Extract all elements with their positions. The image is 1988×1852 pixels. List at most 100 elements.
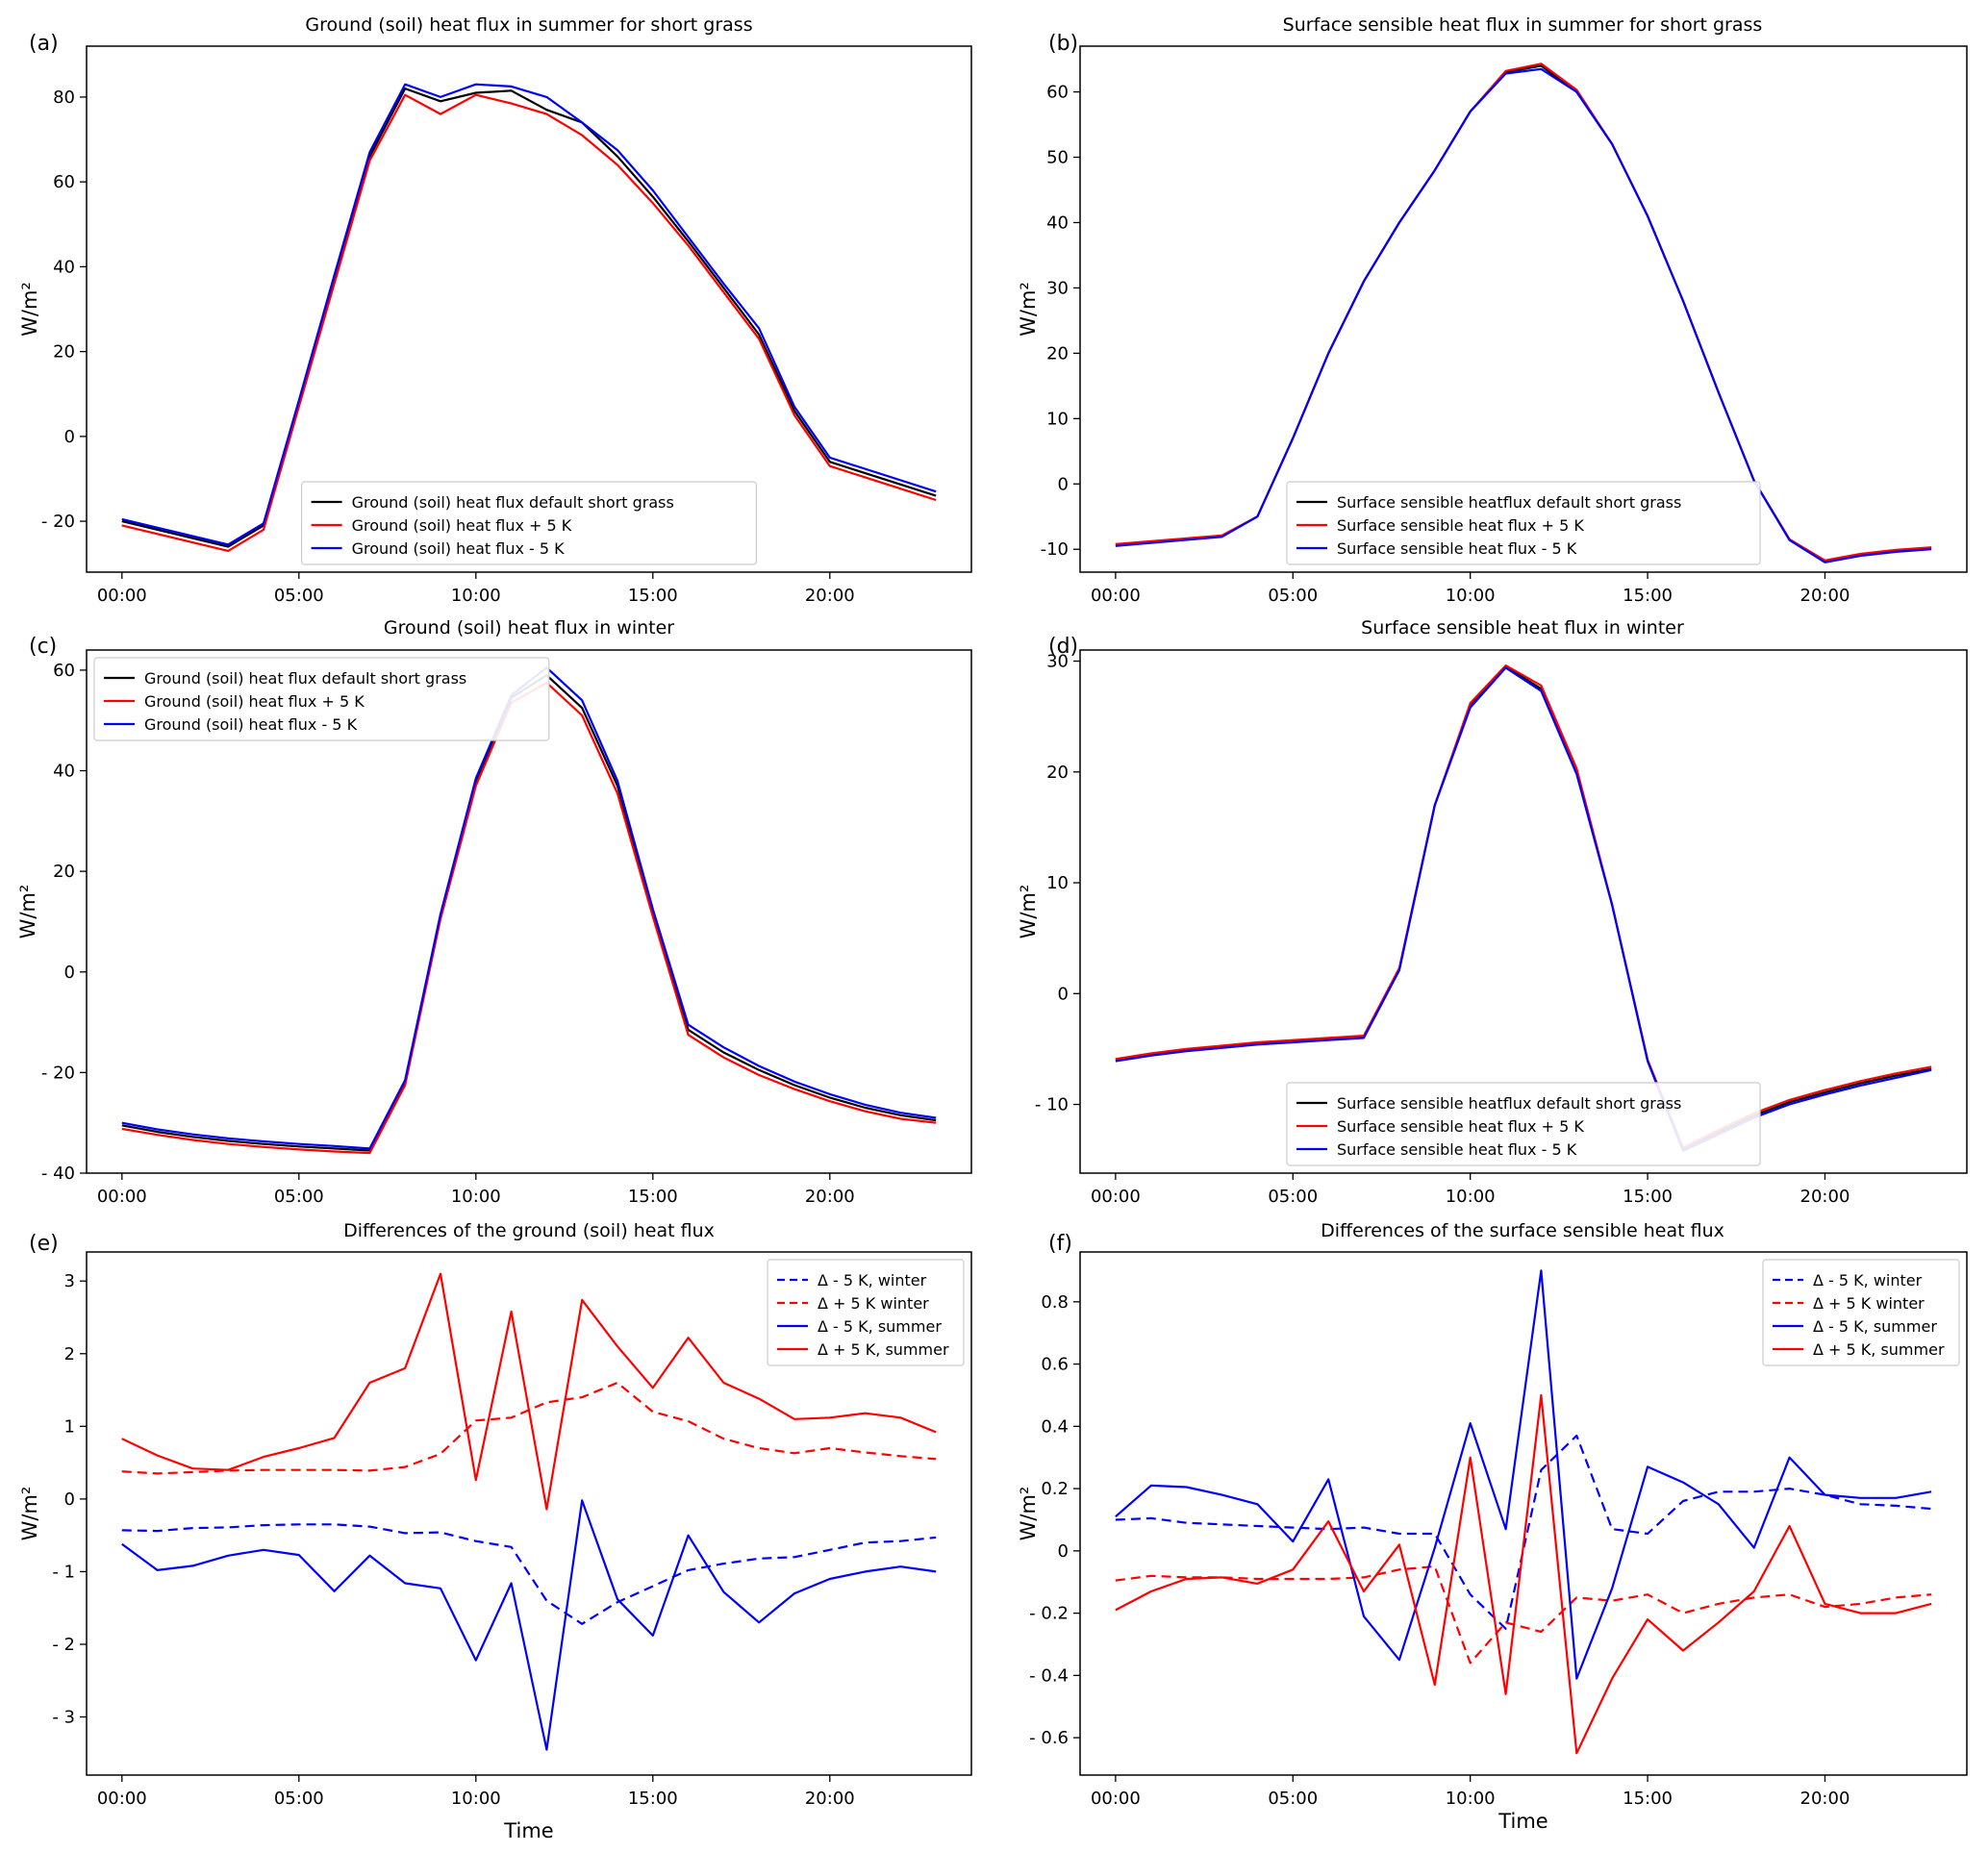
- legend-label: Ground (soil) heat flux default short gr…: [352, 493, 674, 512]
- y-tick-label: 0.6: [1041, 1355, 1069, 1375]
- y-tick-label: 30: [1046, 278, 1069, 298]
- legend-label: Δ + 5 K winter: [1813, 1294, 1925, 1313]
- legend-label: Ground (soil) heat flux + 5 K: [144, 692, 365, 711]
- series-line-3: [1115, 1269, 1932, 1680]
- y-tick-label: - 40: [41, 1164, 75, 1184]
- x-tick-label: 15:00: [1623, 586, 1673, 606]
- legend-label: Ground (soil) heat flux default short gr…: [144, 669, 466, 688]
- chart-panel-c: (c) Ground (soil) heat flux in winter 00:0…: [16, 617, 972, 1207]
- legend-box: [1286, 481, 1761, 565]
- legend-box: [93, 657, 550, 741]
- legend: Surface sensible heatflux default short …: [1286, 1082, 1761, 1166]
- y-tick-label: - 20: [41, 512, 75, 532]
- x-tick-label: 05:00: [274, 1187, 324, 1207]
- y-tick-label: 0: [1058, 1541, 1069, 1562]
- legend-label: Δ + 5 K, summer: [818, 1340, 949, 1359]
- panel-label: (a): [29, 32, 59, 56]
- series-line-4: [1115, 1393, 1932, 1755]
- legend: Δ - 5 K, winter Δ + 5 K winter Δ - 5 K, su…: [767, 1259, 965, 1366]
- plot-frame: [1079, 649, 1968, 1174]
- x-tick-label: 20:00: [805, 586, 855, 606]
- y-tick-label: - 0.2: [1029, 1604, 1069, 1624]
- legend-label: Δ - 5 K, summer: [818, 1317, 942, 1336]
- legend-label: Ground (soil) heat flux + 5 K: [352, 516, 572, 535]
- legend-box: [1286, 1082, 1761, 1166]
- x-tick-label: 20:00: [805, 1187, 855, 1207]
- y-tick-label: 0.2: [1041, 1479, 1069, 1499]
- chart-panel-e: (e) Differences of the ground (soil) heat…: [18, 1220, 972, 1842]
- y-tick-label: 40: [53, 257, 75, 277]
- y-tick-label: 60: [53, 172, 75, 192]
- y-tick-label: 40: [1046, 213, 1069, 233]
- series-group: [1115, 63, 1932, 563]
- legend-label: Ground (soil) heat flux - 5 K: [352, 539, 566, 558]
- legend-label: Δ - 5 K, winter: [818, 1271, 927, 1289]
- chart-panel-f: (f) Differences of the surface sensible h…: [1017, 1220, 1968, 1833]
- chart-title: Differences of the ground (soil) heat fl…: [343, 1220, 715, 1241]
- chart-panel-d: (d) Surface sensible heat flux in winter 0…: [1017, 617, 1968, 1207]
- legend-label: Surface sensible heat flux + 5 K: [1337, 516, 1584, 535]
- y-tick-label: 0.8: [1041, 1292, 1069, 1313]
- x-tick-label: 00:00: [97, 586, 147, 606]
- y-tick-label: - 3: [52, 1708, 75, 1728]
- series-line-2: [1115, 663, 1932, 1149]
- y-tick-label: 60: [1046, 83, 1069, 103]
- legend: Δ - 5 K, winter Δ + 5 K winter Δ - 5 K, su…: [1762, 1259, 1960, 1366]
- x-tick-label: 00:00: [97, 1187, 147, 1207]
- y-tick-label: 20: [1046, 343, 1069, 363]
- panel-label: (f): [1048, 1232, 1072, 1256]
- series-line-1: [121, 1523, 937, 1625]
- y-tick-label: 0: [1058, 474, 1069, 494]
- y-tick-label: 20: [53, 342, 75, 363]
- panel-label: (d): [1048, 635, 1078, 659]
- series-line-4: [121, 1272, 937, 1511]
- legend-label: Ground (soil) heat flux - 5 K: [144, 715, 358, 734]
- y-tick-label: 0: [64, 963, 75, 983]
- y-tick-label: 80: [53, 88, 75, 108]
- legend-label: Surface sensible heatflux default short …: [1337, 1094, 1681, 1113]
- legend-label: Δ + 5 K, summer: [1813, 1340, 1945, 1359]
- x-tick-label: 15:00: [1623, 1789, 1673, 1809]
- plot-frame: [1079, 45, 1968, 573]
- legend-label: Surface sensible heatflux default short …: [1337, 493, 1681, 512]
- series-group: [121, 1272, 937, 1751]
- x-tick-label: 10:00: [451, 1187, 501, 1207]
- y-tick-label: - 10: [1035, 1095, 1069, 1115]
- x-tick-label: 05:00: [274, 586, 324, 606]
- x-tick-label: 00:00: [1091, 1187, 1141, 1207]
- chart-title: Differences of the surface sensible heat…: [1321, 1220, 1724, 1241]
- x-tick-label: 05:00: [274, 1789, 324, 1809]
- y-tick-label: 30: [1046, 652, 1069, 672]
- x-tick-label: 15:00: [628, 586, 678, 606]
- series-group: [1115, 663, 1932, 1153]
- y-tick-label: 0.4: [1041, 1416, 1069, 1437]
- y-tick-label: - 0.4: [1029, 1665, 1069, 1686]
- y-tick-label: 0: [1058, 984, 1069, 1004]
- x-tick-label: 10:00: [451, 586, 501, 606]
- legend-label: Surface sensible heat flux - 5 K: [1337, 1140, 1577, 1159]
- series-line-2: [121, 93, 937, 553]
- legend-label: Surface sensible heat flux + 5 K: [1337, 1117, 1584, 1136]
- legend: Surface sensible heatflux default short …: [1286, 481, 1761, 565]
- panel-label: (e): [29, 1232, 59, 1256]
- series-group: [121, 83, 937, 553]
- y-tick-label: 10: [1046, 873, 1069, 893]
- x-tick-label: 15:00: [628, 1187, 678, 1207]
- x-tick-label: 05:00: [1268, 1789, 1318, 1809]
- y-axis-label: W/m²: [18, 282, 41, 337]
- x-tick-label: 20:00: [1800, 586, 1850, 606]
- series-line-3: [1115, 666, 1932, 1153]
- y-axis-label: W/m²: [16, 885, 39, 939]
- y-axis-label: W/m²: [18, 1487, 41, 1541]
- y-tick-label: - 20: [41, 1063, 75, 1083]
- series-line-3: [1115, 67, 1932, 563]
- chart-panel-a: (a) Ground (soil) heat flux in summer for…: [18, 14, 972, 606]
- chart-title: Ground (soil) heat flux in winter: [384, 617, 674, 638]
- y-tick-label: 10: [1046, 409, 1069, 429]
- legend-box: [767, 1259, 965, 1366]
- y-axis-label: W/m²: [1017, 1487, 1040, 1541]
- series-line-3: [121, 83, 937, 546]
- chart-title: Ground (soil) heat flux in summer for sh…: [305, 14, 752, 36]
- y-tick-label: 20: [1046, 763, 1069, 783]
